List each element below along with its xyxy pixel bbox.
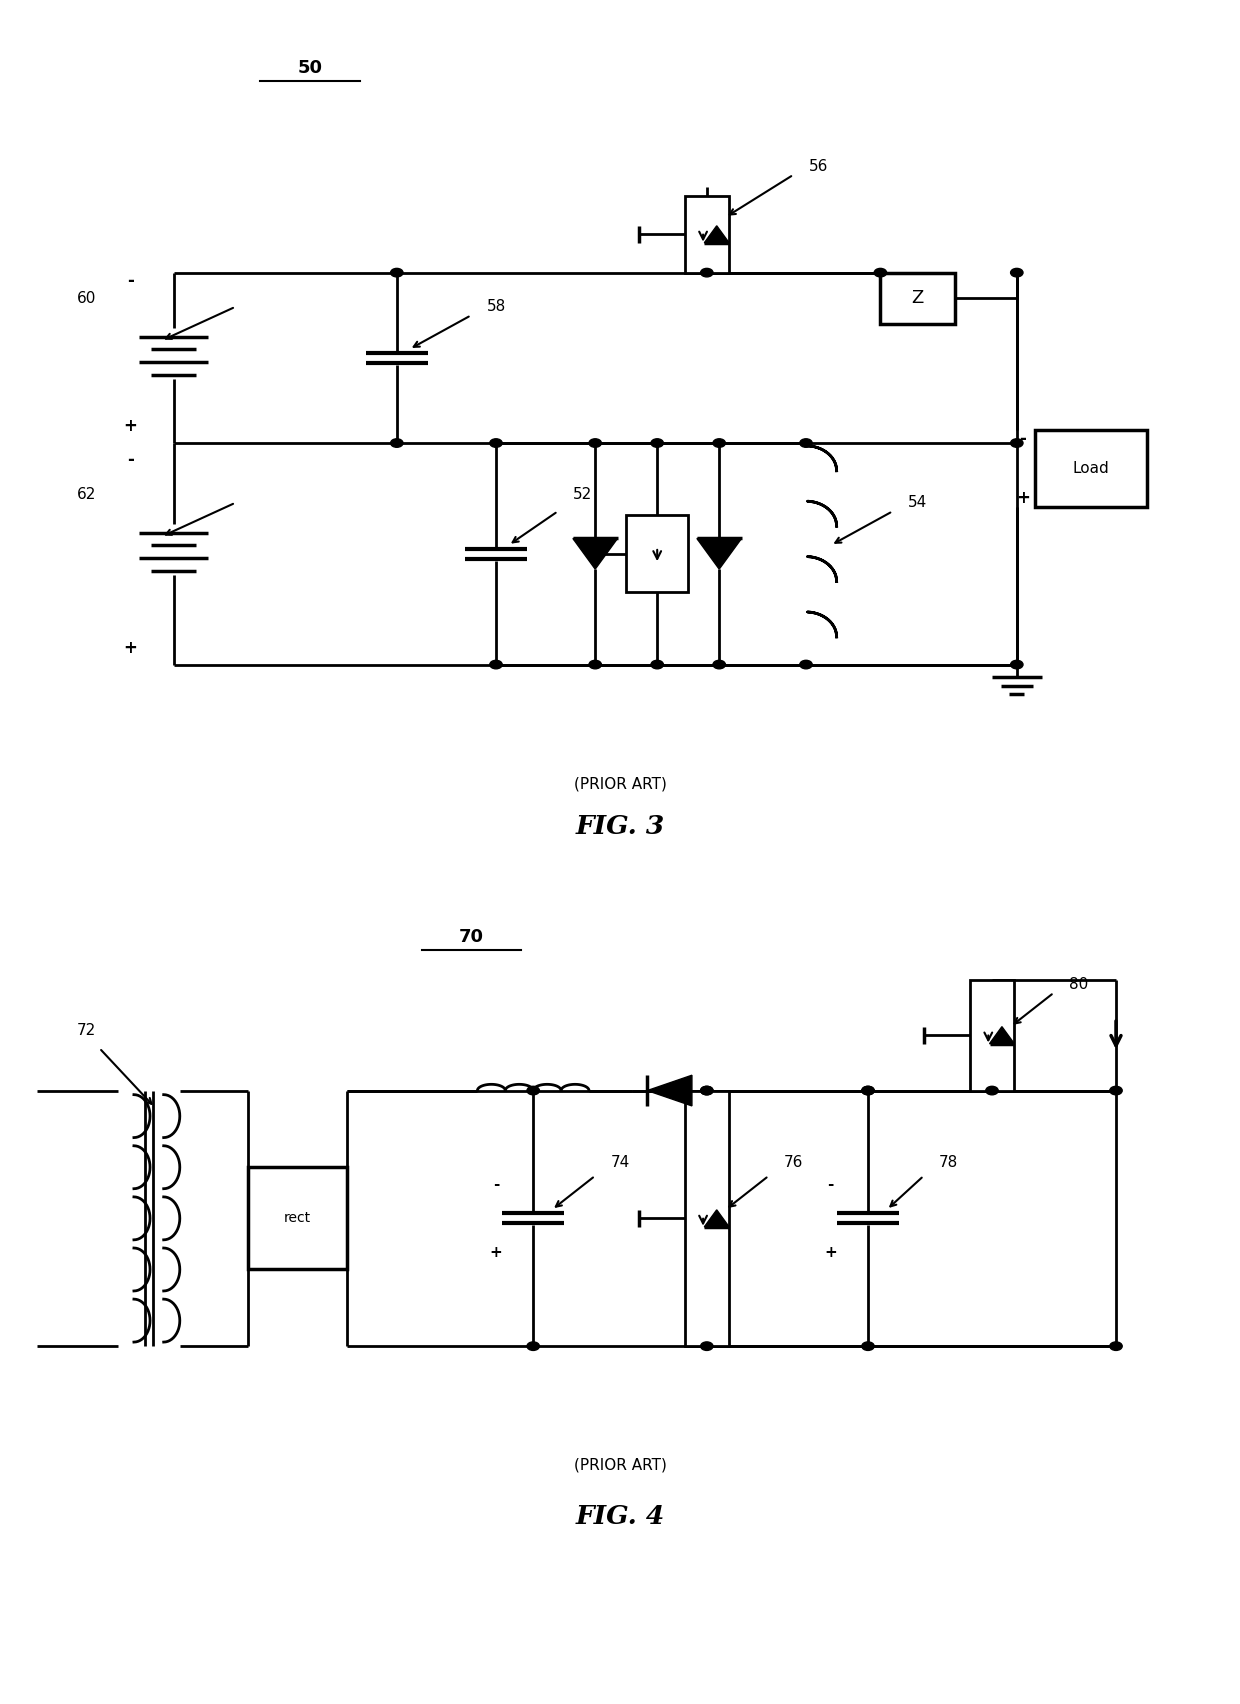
Text: (PRIOR ART): (PRIOR ART) — [574, 777, 666, 791]
Text: +: + — [123, 417, 138, 435]
Circle shape — [713, 659, 725, 668]
Text: -: - — [1019, 429, 1027, 448]
Circle shape — [391, 269, 403, 278]
Text: 78: 78 — [939, 1155, 959, 1171]
FancyBboxPatch shape — [248, 1167, 347, 1269]
Circle shape — [800, 438, 812, 446]
Circle shape — [874, 269, 887, 278]
Circle shape — [527, 1343, 539, 1350]
FancyBboxPatch shape — [684, 196, 729, 273]
Circle shape — [651, 659, 663, 668]
Circle shape — [1011, 438, 1023, 446]
Text: 60: 60 — [77, 291, 97, 305]
FancyBboxPatch shape — [684, 1091, 729, 1346]
Circle shape — [862, 1343, 874, 1350]
Text: 54: 54 — [908, 496, 928, 509]
Circle shape — [862, 1087, 874, 1096]
Circle shape — [701, 269, 713, 278]
FancyBboxPatch shape — [971, 980, 1014, 1091]
FancyBboxPatch shape — [1035, 429, 1147, 508]
FancyBboxPatch shape — [626, 515, 688, 593]
Polygon shape — [697, 538, 742, 569]
Circle shape — [1110, 1343, 1122, 1350]
Polygon shape — [647, 1075, 692, 1106]
Circle shape — [527, 1087, 539, 1096]
Polygon shape — [573, 538, 618, 569]
Text: +: + — [123, 639, 138, 656]
Circle shape — [701, 1087, 713, 1096]
Circle shape — [589, 438, 601, 446]
Text: rect: rect — [284, 1212, 311, 1225]
Text: -: - — [126, 452, 134, 469]
Circle shape — [800, 659, 812, 668]
Text: 72: 72 — [77, 1024, 97, 1038]
Circle shape — [862, 1087, 874, 1096]
Circle shape — [1011, 269, 1023, 278]
FancyBboxPatch shape — [880, 273, 955, 324]
Text: Z: Z — [911, 290, 924, 307]
Circle shape — [490, 438, 502, 446]
Polygon shape — [704, 1210, 729, 1227]
Text: (PRIOR ART): (PRIOR ART) — [574, 1459, 666, 1472]
Text: 50: 50 — [298, 60, 322, 77]
Text: Load: Load — [1073, 462, 1110, 475]
Text: 62: 62 — [77, 487, 97, 501]
Polygon shape — [990, 1026, 1014, 1043]
Text: FIG. 3: FIG. 3 — [575, 815, 665, 838]
Circle shape — [391, 438, 403, 446]
Text: -: - — [492, 1177, 500, 1191]
Text: +: + — [490, 1246, 502, 1259]
Text: -: - — [126, 273, 134, 290]
Circle shape — [1110, 1087, 1122, 1096]
Text: 74: 74 — [610, 1155, 630, 1171]
Circle shape — [986, 1087, 998, 1096]
Text: 52: 52 — [573, 487, 593, 501]
Text: +: + — [825, 1246, 837, 1259]
Circle shape — [651, 438, 663, 446]
Circle shape — [713, 438, 725, 446]
Text: FIG. 4: FIG. 4 — [575, 1505, 665, 1528]
Circle shape — [701, 1087, 713, 1096]
Text: 76: 76 — [784, 1155, 804, 1171]
Circle shape — [1011, 659, 1023, 668]
Text: +: + — [1016, 489, 1030, 508]
Circle shape — [589, 659, 601, 668]
Text: 58: 58 — [486, 300, 506, 314]
Text: 70: 70 — [459, 929, 484, 946]
Text: 56: 56 — [808, 158, 828, 174]
Circle shape — [490, 659, 502, 668]
Text: 80: 80 — [1069, 976, 1089, 992]
Circle shape — [701, 1343, 713, 1350]
Text: -: - — [827, 1177, 835, 1191]
Polygon shape — [704, 225, 729, 244]
